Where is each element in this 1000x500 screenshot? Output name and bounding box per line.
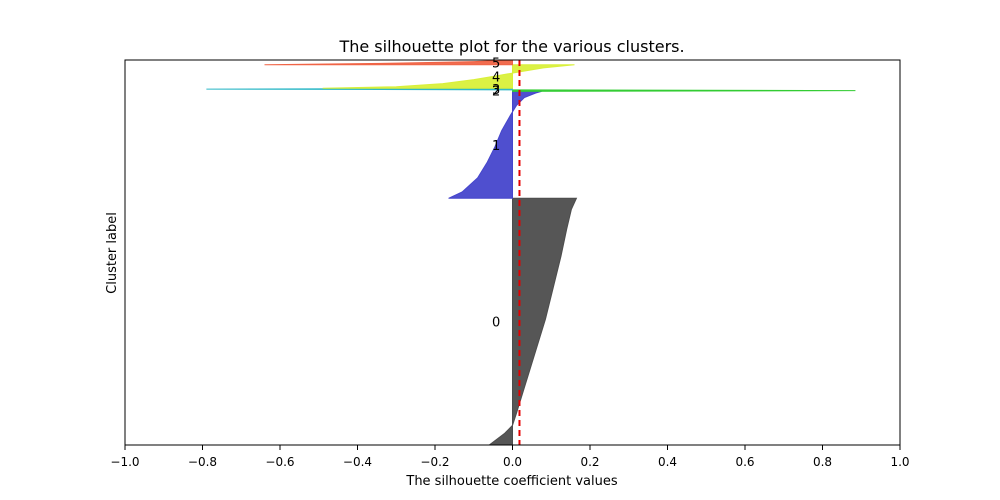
x-tick-label: 1.0 — [890, 455, 909, 469]
cluster-4-area — [322, 64, 575, 89]
cluster-5-area — [264, 60, 513, 66]
cluster-areas — [206, 60, 856, 445]
x-axis-label: The silhouette coefficient values — [405, 474, 617, 489]
y-axis-label: Cluster label — [105, 212, 120, 294]
cluster-2-area — [512, 89, 856, 92]
x-tick-label: 0.6 — [735, 455, 754, 469]
cluster-label-0: 0 — [492, 316, 500, 331]
cluster-label-1: 1 — [492, 139, 500, 154]
cluster-label-4: 4 — [492, 71, 500, 86]
cluster-label-5: 5 — [492, 56, 500, 71]
x-tick-label: 0.0 — [503, 455, 522, 469]
x-tick-label: −0.6 — [265, 455, 294, 469]
cluster-label-3: 3 — [492, 83, 500, 98]
cluster-0-area — [488, 197, 578, 445]
x-tick-label: 0.8 — [813, 455, 832, 469]
x-tick-label: −1.0 — [110, 455, 139, 469]
chart-title: The silhouette plot for the various clus… — [338, 37, 684, 56]
x-tick-label: −0.2 — [420, 455, 449, 469]
x-tick-label: −0.4 — [343, 455, 372, 469]
x-axis: −1.0 −0.8 −0.6 −0.4 −0.2 0.0 0.2 0.4 0.6 0.8 1.0 — [110, 445, 910, 469]
x-tick-label: −0.8 — [188, 455, 217, 469]
x-tick-label: 0.2 — [580, 455, 599, 469]
x-tick-label: 0.4 — [658, 455, 677, 469]
cluster-label-2: 2 — [492, 85, 500, 100]
